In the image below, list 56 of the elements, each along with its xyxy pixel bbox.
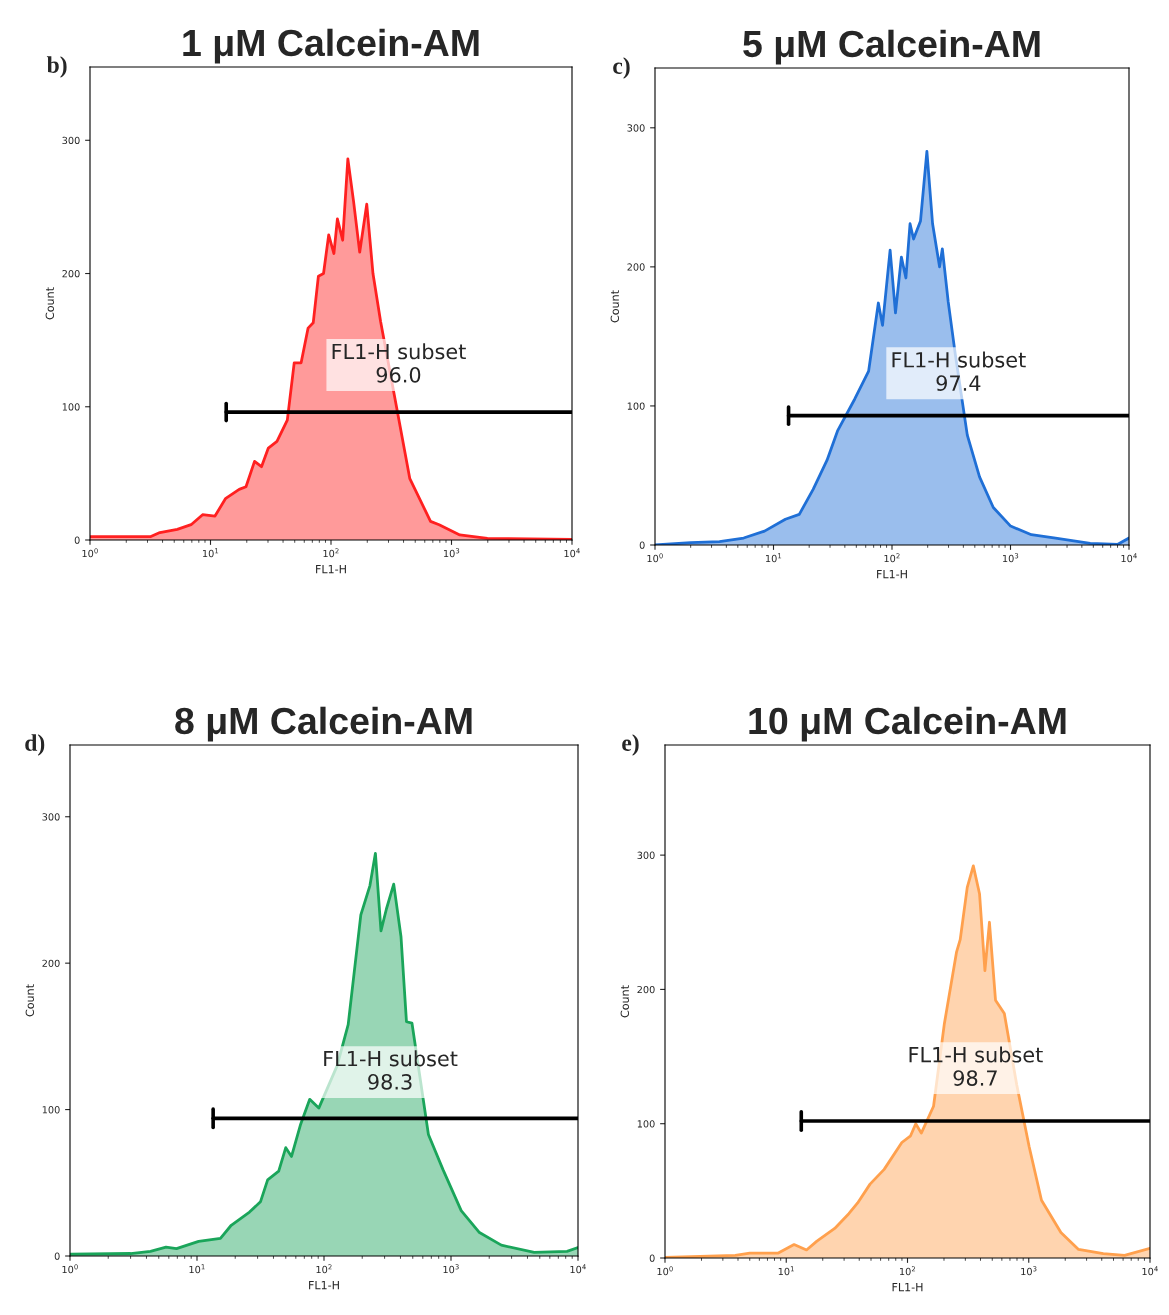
x-tick-label: 10$^{3}$ xyxy=(1003,553,1019,563)
x-tick-label: 10$^{0}$ xyxy=(647,553,663,563)
y-axis-title: Count xyxy=(45,287,55,320)
chart-title: 8 μM Calcein-AM xyxy=(175,706,472,742)
x-tick-label: 10$^{2}$ xyxy=(323,548,339,558)
y-tick-label: 300 xyxy=(62,136,80,145)
x-tick-label: 10$^{2}$ xyxy=(884,553,900,563)
x-tick-label: 10$^{0}$ xyxy=(657,1266,673,1276)
y-tick-label: 200 xyxy=(627,263,645,271)
x-tick-label: 10$^{3}$ xyxy=(1021,1266,1037,1276)
x-tick-label: 10$^{4}$ xyxy=(570,1264,586,1274)
y-tick-label: 100 xyxy=(627,402,645,410)
annotation: FL1-H subset 98.7 xyxy=(909,1046,1043,1086)
x-tick-label: 10$^{1}$ xyxy=(203,548,219,558)
text: d) xyxy=(25,734,45,756)
annotation: FL1-H subset 98.3 xyxy=(324,1050,458,1090)
y-axis-title: Count xyxy=(620,985,630,1018)
y-tick-label: 100 xyxy=(637,1120,655,1128)
y-tick-label: 0 xyxy=(54,1252,60,1260)
x-tick-label: 10$^{2}$ xyxy=(316,1264,332,1274)
annotation: FL1-H subset 97.4 xyxy=(892,351,1026,391)
x-axis-title: FL1-H xyxy=(316,565,346,574)
y-axis-title: Count xyxy=(25,984,35,1017)
y-tick-label: 300 xyxy=(637,851,655,859)
y-tick-label: 200 xyxy=(637,985,655,994)
x-tick-label: 10$^{3}$ xyxy=(444,548,460,558)
y-tick-label: 100 xyxy=(62,403,80,411)
x-tick-label: 10$^{2}$ xyxy=(900,1266,916,1276)
y-axis-title: Count xyxy=(610,290,620,323)
x-tick-label: 10$^{1}$ xyxy=(189,1264,205,1274)
x-tick-label: 10$^{0}$ xyxy=(62,1264,78,1274)
x-axis-title: FL1-H xyxy=(892,1283,923,1292)
x-tick-label: 10$^{0}$ xyxy=(82,548,98,558)
y-tick-label: 300 xyxy=(627,124,645,132)
chart-title: 5 μM Calcein-AM xyxy=(743,29,1040,65)
x-tick-label: 10$^{4}$ xyxy=(1121,553,1137,563)
x-tick-label: 10$^{4}$ xyxy=(564,548,580,558)
chart-title: 1 μM Calcein-AM xyxy=(183,28,479,64)
x-axis-title: FL1-H xyxy=(877,570,907,579)
text: e) xyxy=(622,734,639,756)
x-tick-label: 10$^{4}$ xyxy=(1142,1266,1158,1276)
y-tick-label: 0 xyxy=(639,541,645,549)
x-axis-title: FL1-H xyxy=(309,1281,339,1290)
y-tick-label: 200 xyxy=(42,959,60,967)
y-tick-label: 100 xyxy=(42,1106,60,1114)
text: b) xyxy=(46,56,67,78)
chart-title: 10 μM Calcein-AM xyxy=(749,706,1066,742)
y-tick-label: 0 xyxy=(649,1254,655,1262)
annotation: FL1-H subset 96.0 xyxy=(332,343,466,383)
x-tick-label: 10$^{3}$ xyxy=(443,1264,459,1274)
y-tick-label: 0 xyxy=(74,536,80,544)
x-tick-label: 10$^{1}$ xyxy=(778,1266,794,1276)
y-tick-label: 200 xyxy=(62,270,80,278)
text: c) xyxy=(613,57,630,79)
y-tick-label: 300 xyxy=(42,813,60,821)
x-tick-label: 10$^{1}$ xyxy=(766,553,782,563)
